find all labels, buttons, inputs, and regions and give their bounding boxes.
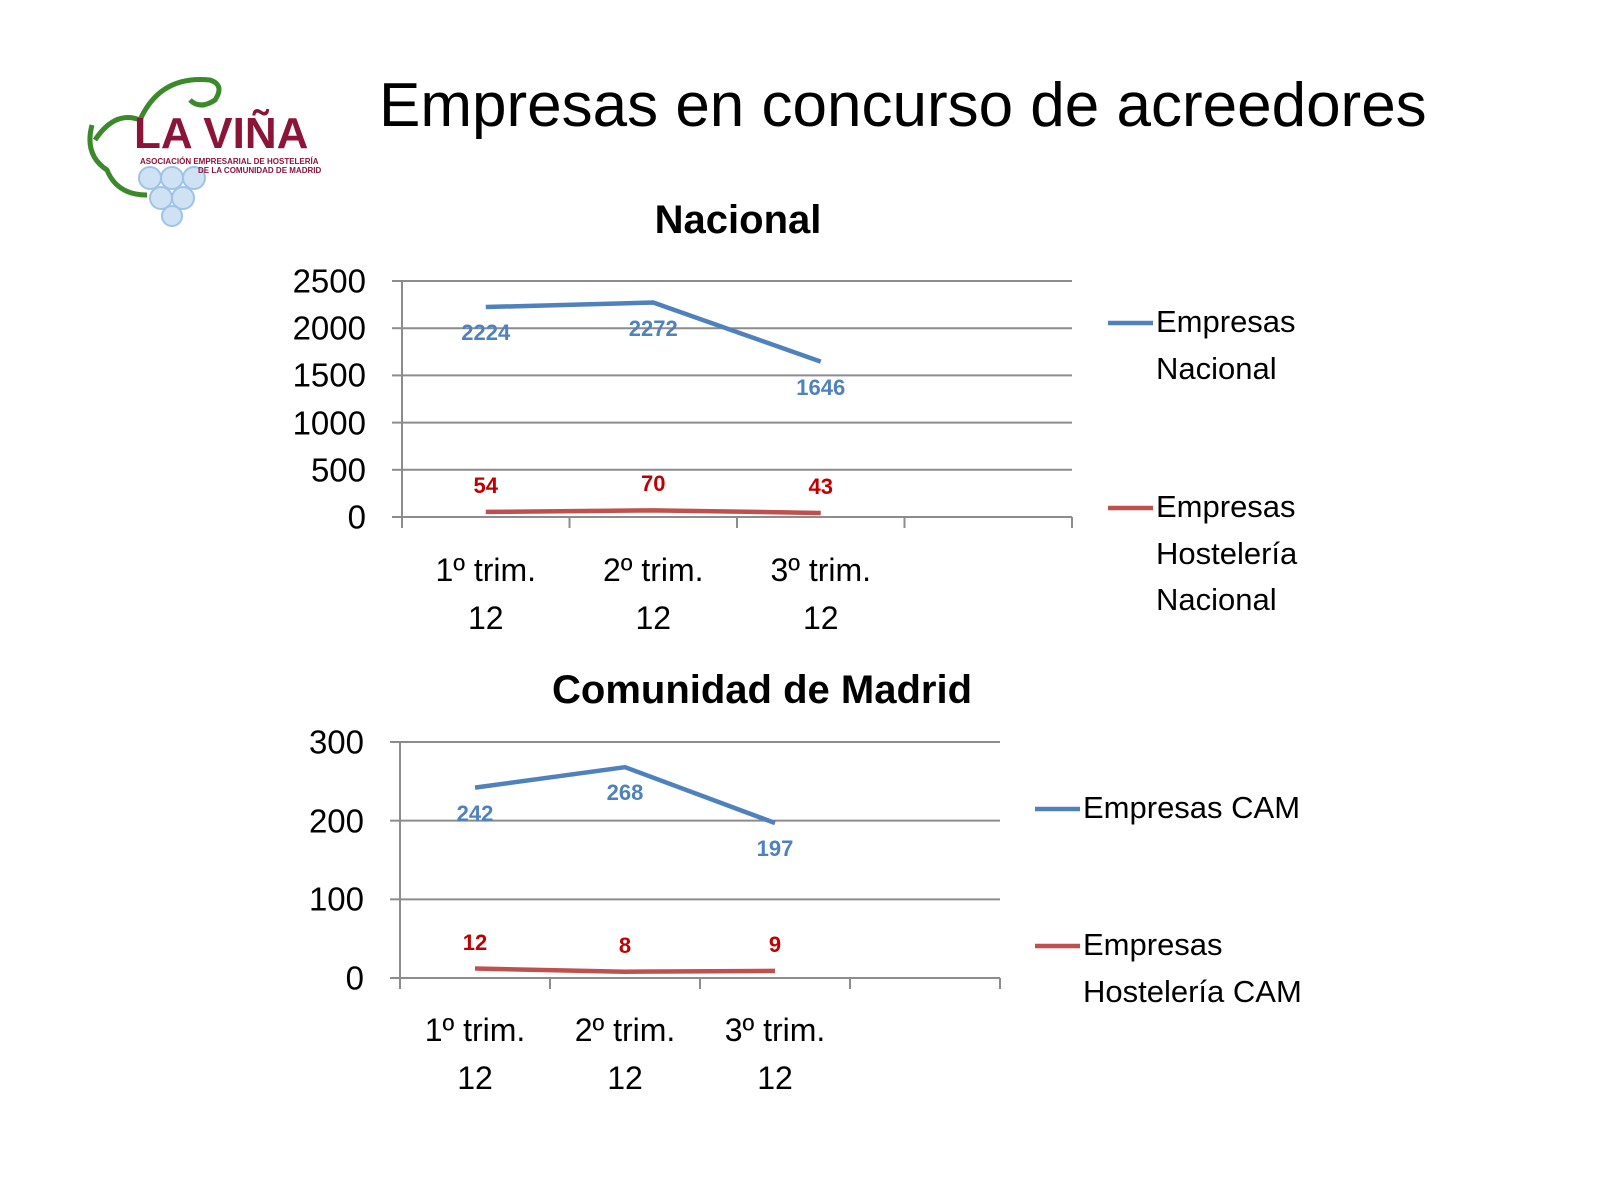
y-tick-label: 100 xyxy=(308,880,364,918)
logo-line: DE LA COMUNIDAD DE MADRID xyxy=(198,166,322,175)
slide-title: Empresas en concurso de acreedores xyxy=(379,71,1427,140)
x-tick-label: 1º trim. 12 xyxy=(424,1012,526,1096)
data-label: 242 xyxy=(456,800,494,826)
series-line xyxy=(485,300,822,364)
x-tick-label: 2º trim. 12 xyxy=(602,552,704,636)
data-label: 9 xyxy=(768,931,782,957)
data-label: 2224 xyxy=(461,320,511,346)
data-label: 54 xyxy=(473,472,498,498)
legend-label: Empresas Nacional xyxy=(1156,304,1296,386)
data-label: 1646 xyxy=(796,374,846,400)
legend-label: Empresas Hostelería CAM xyxy=(1083,927,1302,1009)
data-label: 2272 xyxy=(628,315,678,341)
y-tick-label: 2000 xyxy=(292,309,366,347)
x-tick-label: 2º trim. 12 xyxy=(574,1012,676,1096)
x-tick-label: 1º trim. 12 xyxy=(435,552,537,636)
y-tick-label: 300 xyxy=(308,723,364,761)
legend-label: Empresas CAM xyxy=(1083,790,1301,825)
chart-title: Nacional xyxy=(654,198,822,242)
series-line xyxy=(474,966,776,974)
logo-name: LA VIÑA xyxy=(134,109,309,158)
data-label: 268 xyxy=(606,780,644,806)
data-label: 43 xyxy=(808,473,833,499)
logo-line: ASOCIACIÓN EMPRESARIAL DE HOSTELERÍA xyxy=(140,157,319,166)
data-label: 8 xyxy=(618,932,632,958)
y-tick-label: 2500 xyxy=(292,262,366,300)
y-tick-label: 1000 xyxy=(292,403,366,441)
legend-label: Empresas Hostelería Nacional xyxy=(1156,489,1298,617)
data-label: 197 xyxy=(756,836,794,862)
y-tick-label: 500 xyxy=(310,451,366,489)
series-line xyxy=(474,764,776,826)
logo-art xyxy=(87,77,222,227)
series-line xyxy=(485,508,821,516)
y-tick-label: 200 xyxy=(308,801,364,839)
data-label: 70 xyxy=(641,471,666,497)
y-tick-label: 0 xyxy=(347,498,366,536)
x-tick-label: 3º trim. 12 xyxy=(770,552,872,636)
y-tick-label: 1500 xyxy=(292,356,366,394)
x-tick-label: 3º trim. 12 xyxy=(724,1012,826,1096)
data-label: 12 xyxy=(462,929,488,955)
chart-title: Comunidad de Madrid xyxy=(552,668,972,712)
y-tick-label: 0 xyxy=(345,959,364,997)
